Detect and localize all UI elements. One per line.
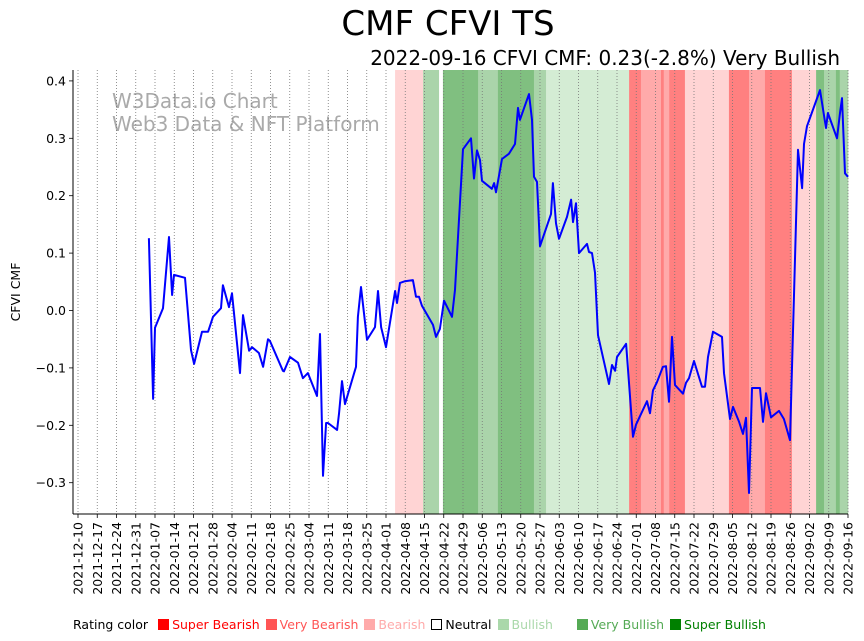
x-tick-label: 2022-02-04	[225, 522, 240, 595]
x-tick-label: 2022-07-22	[687, 522, 702, 595]
legend-label: Bearish	[378, 617, 426, 632]
x-tick-label: 2022-05-13	[494, 522, 509, 595]
legend-swatch	[364, 619, 376, 630]
y-tick-label: −0.2	[36, 418, 66, 433]
rating-band-bearish	[684, 70, 730, 514]
x-tick-label: 2022-05-06	[475, 522, 490, 595]
rating-band-super-bearish	[764, 70, 793, 514]
x-tick-label: 2022-07-29	[706, 522, 721, 595]
rating-band-very-bearish	[663, 70, 670, 514]
watermark-text: W3Data.io Chart	[112, 89, 278, 113]
rating-band-super-bullish	[816, 70, 825, 514]
x-tick-label: 2022-08-26	[783, 522, 798, 595]
y-tick-label: 0.4	[46, 73, 66, 88]
x-tick-label: 2022-01-21	[186, 522, 201, 595]
x-tick-label: 2021-12-24	[109, 522, 124, 595]
x-tick-label: 2022-01-28	[205, 522, 220, 595]
x-tick-label: 2022-02-18	[263, 522, 278, 595]
x-tick-label: 2021-12-17	[90, 522, 105, 595]
legend-label: Neutral	[445, 617, 492, 632]
x-tick-label: 2022-02-11	[244, 522, 259, 595]
x-tick-label: 2022-07-15	[667, 522, 682, 595]
y-tick-label: 0.1	[46, 246, 66, 261]
rating-band-bearish	[395, 70, 424, 514]
y-tick-label: −0.3	[36, 475, 66, 490]
legend-label: Bullish	[511, 617, 553, 632]
x-tick-label: 2021-12-31	[128, 522, 143, 595]
rating-band-bearish	[791, 70, 817, 514]
rating-band-neutral	[439, 70, 444, 514]
rating-band-very-bullish	[423, 70, 440, 514]
x-tick-label: 2022-02-25	[282, 522, 297, 595]
rating-band-super-bullish	[835, 70, 841, 514]
rating-band-very-bullish	[839, 70, 849, 514]
legend-item-bullish: Bullish	[497, 617, 571, 632]
x-tick-label: 2022-08-05	[725, 522, 740, 595]
rating-band-very-bearish	[640, 70, 662, 514]
x-tick-label: 2022-04-29	[456, 522, 471, 595]
x-tick-label: 2022-06-24	[610, 522, 625, 595]
legend-item-super-bullish: Super Bullish	[670, 617, 766, 632]
rating-band-very-bullish	[478, 70, 499, 514]
x-tick-label: 2022-04-15	[417, 522, 432, 595]
x-tick-label: 2022-06-10	[571, 522, 586, 595]
x-tick-label: 2022-07-08	[648, 522, 663, 595]
x-tick-label: 2022-08-12	[744, 522, 759, 595]
x-tick-label: 2022-05-27	[533, 522, 548, 595]
x-tick-label: 2022-01-14	[167, 522, 182, 595]
x-tick-label: 2022-03-11	[321, 522, 336, 595]
legend-label: Super Bullish	[684, 617, 766, 632]
x-tick-label: 2022-03-18	[340, 522, 355, 595]
legend-label: Super Bearish	[172, 617, 260, 632]
y-tick-label: 0.3	[46, 131, 66, 146]
x-tick-label: 2022-03-04	[302, 522, 317, 595]
x-tick-label: 2022-09-02	[802, 522, 817, 595]
x-tick-label: 2022-08-19	[764, 522, 779, 595]
x-tick-label: 2022-06-17	[590, 522, 605, 595]
legend-label: Very Bullish	[590, 617, 665, 632]
legend: Rating color Super Bearish Very Bearish Be…	[73, 617, 772, 632]
rating-band-super-bearish	[728, 70, 750, 514]
rating-band-super-bullish	[442, 70, 479, 514]
y-tick-label: 0.2	[46, 188, 66, 203]
series-line-cfvi-cmf	[147, 89, 849, 494]
legend-title: Rating color	[73, 617, 149, 632]
rating-band-super-bearish	[629, 70, 642, 514]
rating-band-super-bullish	[497, 70, 535, 514]
legend-item-bearish: Bearish	[364, 617, 425, 632]
legend-swatch	[158, 619, 170, 630]
rating-band-very-bullish	[824, 70, 837, 514]
watermark-text: Web3 Data & NFT Platform	[112, 112, 380, 136]
legend-swatch	[497, 619, 509, 630]
x-tick-label: 2021-12-10	[71, 522, 86, 595]
x-tick-label: 2022-09-16	[841, 522, 856, 595]
x-tick-label: 2022-06-03	[552, 522, 567, 595]
legend-swatch	[576, 619, 588, 630]
legend-swatch	[265, 619, 277, 630]
y-tick-label: 0.0	[46, 303, 66, 318]
x-tick-label: 2022-04-22	[436, 522, 451, 595]
chart-subtitle: 2022-09-16 CFVI CMF: 0.23(-2.8%) Very Bu…	[370, 46, 840, 70]
legend-item-very-bearish: Very Bearish	[265, 617, 359, 632]
x-tick-label: 2022-09-09	[821, 522, 836, 595]
x-tick-label: 2022-07-01	[629, 522, 644, 595]
rating-band-bullish	[546, 70, 630, 514]
chart-title: CMF CFVI TS	[341, 4, 555, 44]
x-tick-label: 2022-05-20	[513, 522, 528, 595]
rating-band-super-bearish	[661, 70, 665, 514]
x-tick-label: 2022-04-01	[379, 522, 394, 595]
x-tick-label: 2022-04-08	[398, 522, 413, 595]
legend-swatch	[431, 619, 443, 630]
legend-item-neutral: Neutral	[431, 617, 492, 632]
legend-label: Very Bearish	[279, 617, 359, 632]
y-axis-label: CFVI CMF	[8, 263, 23, 322]
legend-item-super-bearish: Super Bearish	[158, 617, 260, 632]
x-tick-label: 2022-03-25	[359, 522, 374, 595]
x-tick-label: 2022-01-07	[148, 522, 163, 595]
legend-item-very-bullish: Very Bullish	[576, 617, 665, 632]
legend-swatch	[670, 619, 682, 630]
rating-band-super-bearish	[669, 70, 686, 514]
y-tick-label: −0.1	[36, 360, 66, 375]
